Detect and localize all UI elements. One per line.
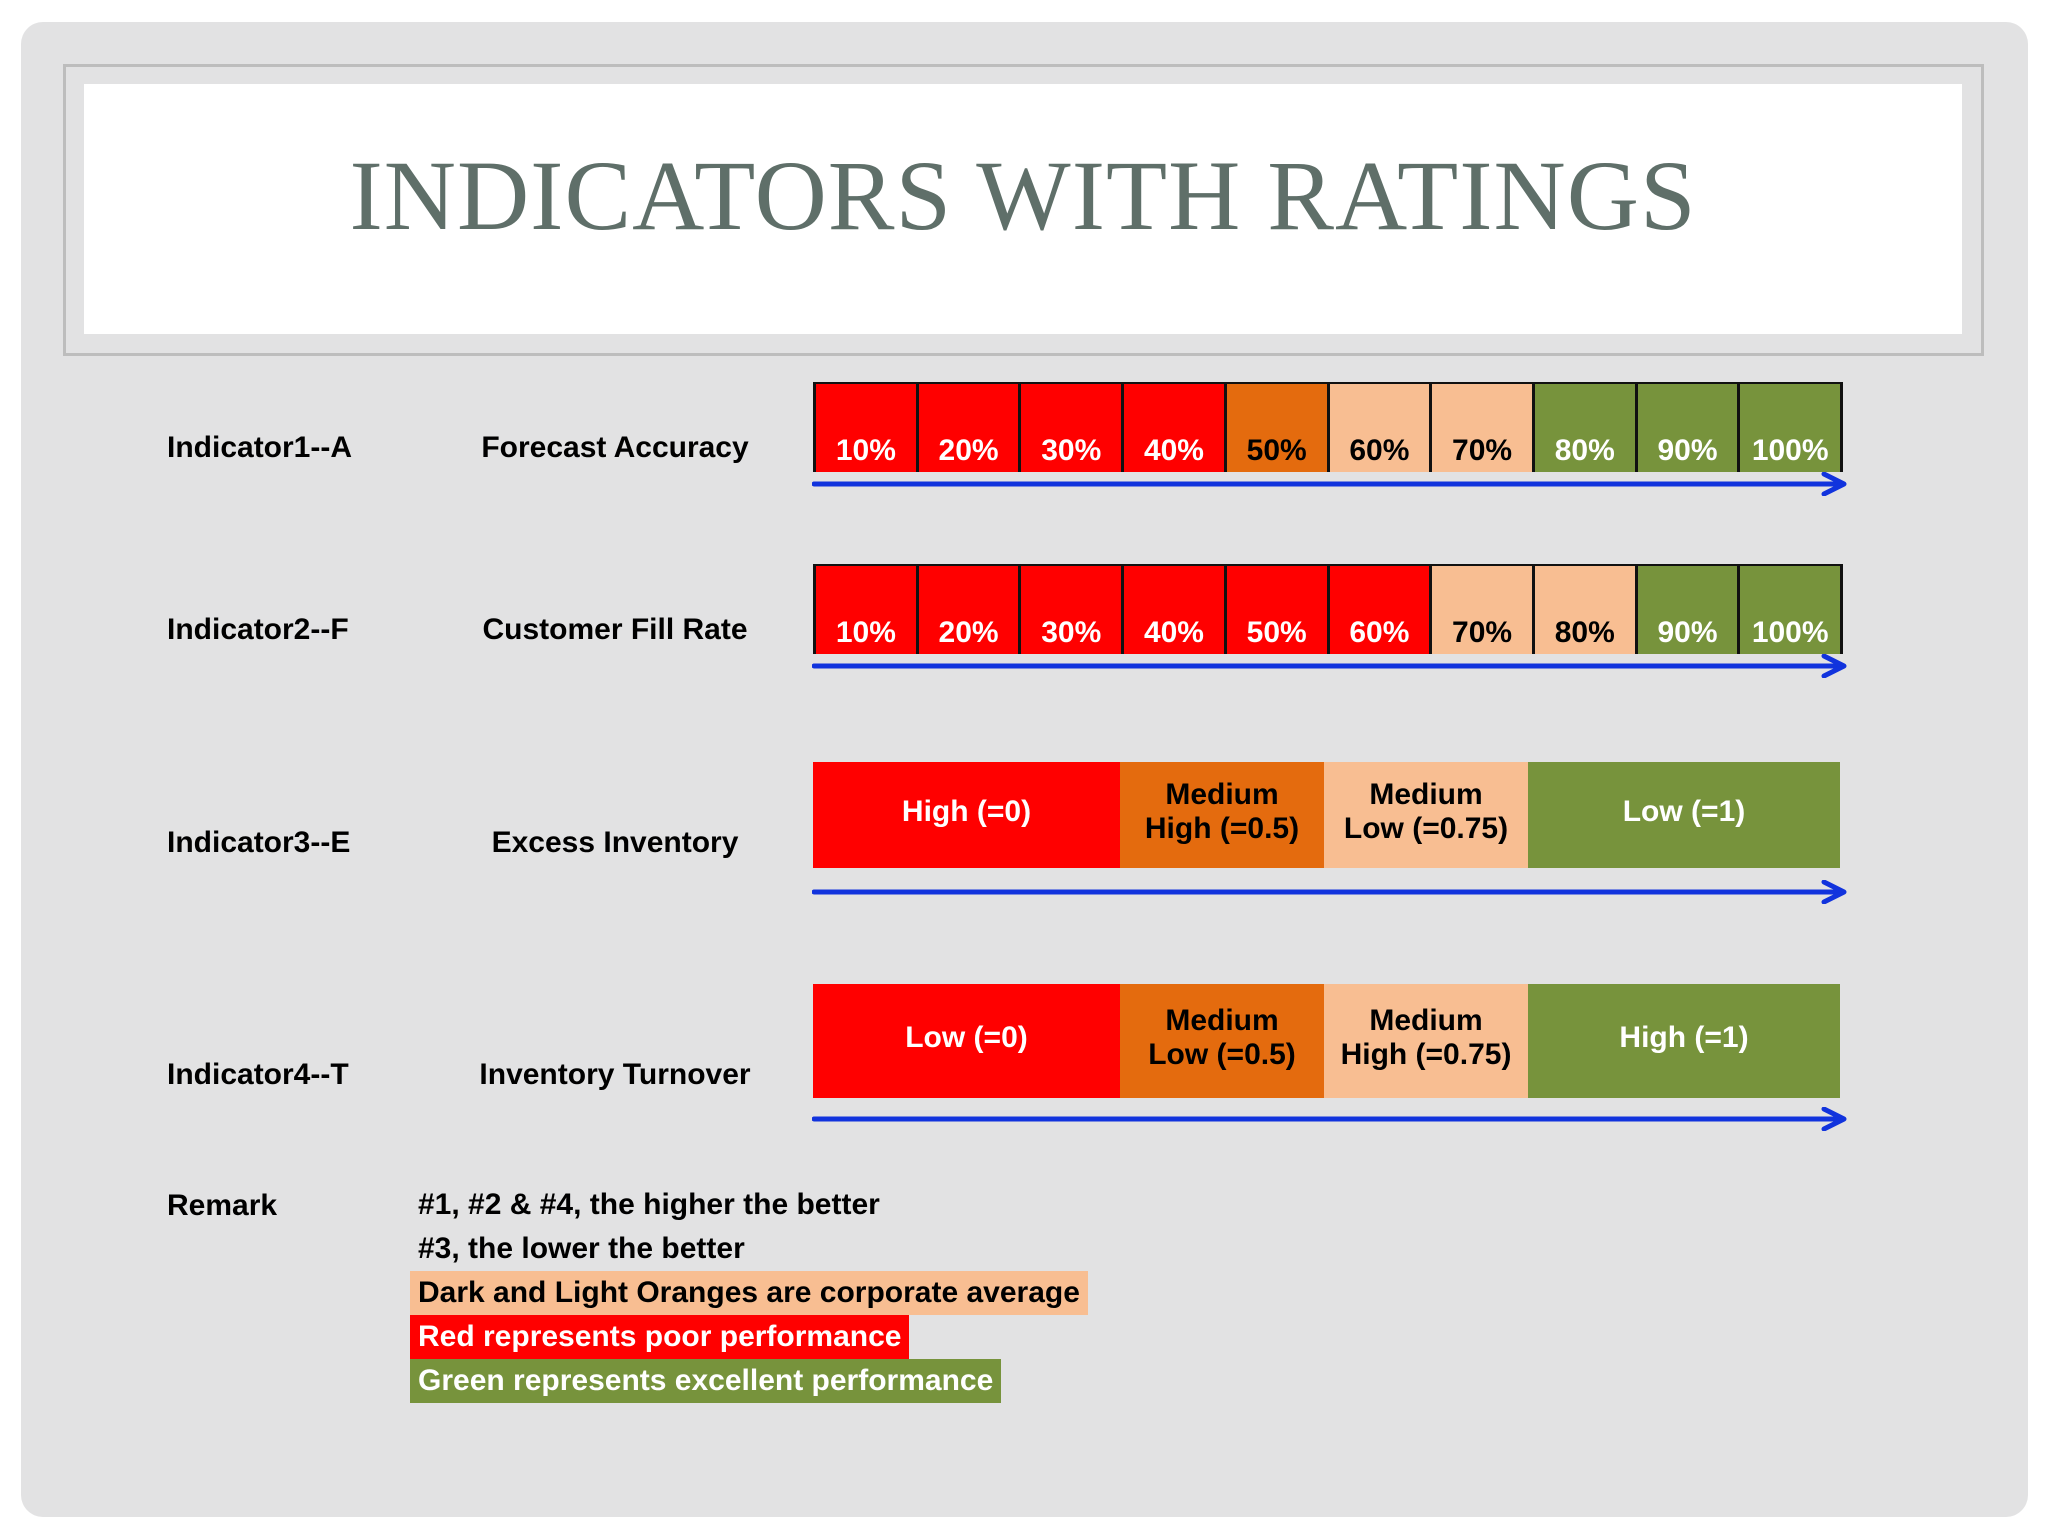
- rating-segment-label: 40%: [1143, 434, 1204, 467]
- rating-segment-label: 10%: [835, 616, 896, 649]
- indicator-3-rating-bar: High (=0) Medium High (=0.5) Medium Low (=0.…: [813, 762, 1840, 868]
- rating-segment: 80%: [1534, 564, 1638, 654]
- indicator-4-direction-arrow: [812, 1107, 1847, 1131]
- rating-segment-label: 50%: [1246, 616, 1307, 649]
- rating-segment-label: 70%: [1452, 616, 1513, 649]
- rating-segment-label: 30%: [1041, 434, 1102, 467]
- indicator-3-label: Indicator3--E: [167, 826, 351, 859]
- remark-line: #3, the lower the better: [418, 1232, 745, 1265]
- rating-segment-label: Low (=1): [1622, 795, 1746, 828]
- rating-segment: 50%: [1226, 382, 1330, 472]
- rating-segment: High (=1): [1528, 984, 1840, 1098]
- remark-line: #1, #2 & #4, the higher the better: [418, 1188, 880, 1221]
- rating-segment: 100%: [1740, 382, 1844, 472]
- rating-segment: 80%: [1534, 382, 1638, 472]
- rating-segment-label: 30%: [1041, 616, 1102, 649]
- rating-segment: 70%: [1432, 382, 1535, 472]
- rating-segment-label: 100%: [1751, 616, 1829, 649]
- rating-segment: 60%: [1329, 564, 1433, 654]
- remark-line-red: Red represents poor performance: [410, 1315, 910, 1359]
- title-frame: [63, 64, 1984, 356]
- indicator-2-metric: Customer Fill Rate: [482, 613, 748, 646]
- rating-segment-label: High (=0.75): [1340, 1038, 1512, 1071]
- rating-segment: 20%: [918, 382, 1022, 472]
- rating-segment-label-top: Medium: [1165, 778, 1279, 811]
- indicator-1-metric: Forecast Accuracy: [481, 431, 749, 464]
- rating-segment-label-top: Medium: [1369, 1004, 1483, 1037]
- indicator-2-rating-bar: 10% 20% 30% 40% 50% 60% 70% 80% 90% 100%: [813, 564, 1844, 654]
- rating-segment: 40%: [1124, 382, 1227, 472]
- rating-segment: 50%: [1226, 564, 1330, 654]
- rating-segment-label: 80%: [1554, 616, 1615, 649]
- rating-segment-label: 20%: [938, 616, 999, 649]
- rating-segment-label: Low (=0.5): [1148, 1038, 1296, 1071]
- indicator-1-label: Indicator1--A: [167, 431, 353, 464]
- rating-segment-label: 10%: [835, 434, 896, 467]
- indicator-3-metric: Excess Inventory: [491, 826, 739, 859]
- indicator-1-rating-bar: 10% 20% 30% 40% 50% 60% 70% 80% 90% 100%: [813, 382, 1844, 472]
- indicator-2-direction-arrow: [812, 654, 1847, 678]
- indicator-4-rating-bar: Low (=0) Medium Low (=0.5) Medium High (=0.7…: [813, 984, 1840, 1098]
- rating-segment: 40%: [1124, 564, 1227, 654]
- rating-segment: Medium High (=0.5): [1120, 762, 1324, 868]
- indicator-4-label: Indicator4--T: [167, 1058, 349, 1091]
- rating-segment-label: 100%: [1751, 434, 1829, 467]
- slide-title: INDICATORS WITH RATINGS: [349, 139, 1697, 251]
- rating-segment-label: 60%: [1349, 616, 1410, 649]
- rating-segment: 90%: [1637, 564, 1741, 654]
- rating-segment-label: 60%: [1349, 434, 1410, 467]
- rating-segment-label: 90%: [1657, 616, 1718, 649]
- rating-segment: Medium Low (=0.5): [1120, 984, 1324, 1098]
- rating-segment: Low (=0): [813, 984, 1120, 1098]
- rating-segment-label-top: Medium: [1369, 778, 1483, 811]
- rating-segment-label-top: Medium: [1165, 1004, 1279, 1037]
- rating-segment-label: Low (=0): [905, 1021, 1028, 1054]
- rating-segment-label: 50%: [1246, 434, 1307, 467]
- rating-segment: 70%: [1432, 564, 1535, 654]
- remark-label: Remark: [167, 1189, 278, 1222]
- rating-segment: Medium Low (=0.75): [1324, 762, 1528, 868]
- rating-segment-label: 70%: [1452, 434, 1513, 467]
- rating-segment: 90%: [1637, 382, 1741, 472]
- rating-segment: Medium High (=0.75): [1324, 984, 1528, 1098]
- rating-segment-label: 40%: [1143, 616, 1204, 649]
- rating-segment: 20%: [918, 564, 1022, 654]
- indicator-3-direction-arrow: [812, 880, 1847, 904]
- rating-segment: 10%: [816, 382, 919, 472]
- remark-line-green: Green represents excellent performance: [410, 1359, 1002, 1403]
- rating-segment: 30%: [1021, 382, 1125, 472]
- rating-segment-label: 20%: [938, 434, 999, 467]
- rating-segment-label: Low (=0.75): [1343, 812, 1509, 845]
- rating-segment-label: High (=1): [1619, 1021, 1749, 1054]
- rating-segment-label: High (=0): [901, 795, 1032, 828]
- rating-segment: Low (=1): [1528, 762, 1840, 868]
- rating-segment: High (=0): [813, 762, 1120, 868]
- rating-segment: 60%: [1329, 382, 1433, 472]
- rating-segment: 30%: [1021, 564, 1125, 654]
- indicator-1-direction-arrow: [812, 472, 1847, 496]
- indicator-4-metric: Inventory Turnover: [479, 1058, 751, 1091]
- rating-segment: 10%: [816, 564, 919, 654]
- rating-segment: 100%: [1740, 564, 1844, 654]
- title-box: INDICATORS WITH RATINGS: [84, 84, 1962, 334]
- remark-line-orange: Dark and Light Oranges are corporate ave…: [410, 1271, 1088, 1315]
- rating-segment-label: 90%: [1657, 434, 1718, 467]
- rating-segment-label: High (=0.5): [1144, 812, 1300, 845]
- rating-segment-label: 80%: [1554, 434, 1615, 467]
- indicator-2-label: Indicator2--F: [167, 613, 349, 646]
